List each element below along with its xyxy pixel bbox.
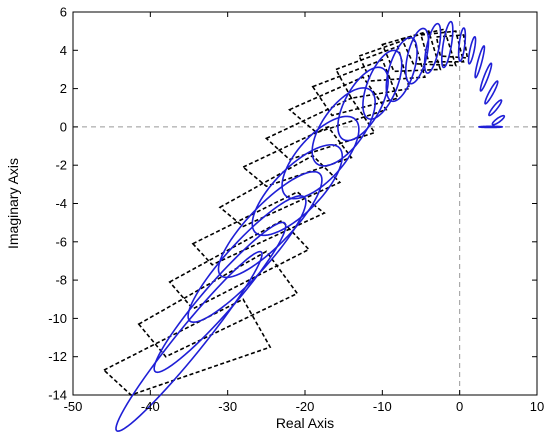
uncertainty-box (288, 76, 388, 134)
pole-ellipse (281, 115, 360, 200)
y-tick-label: 2 (60, 81, 67, 96)
uncertainty-box (311, 58, 399, 117)
uncertainty-box (381, 30, 442, 73)
zero-lines (73, 12, 537, 395)
y-tick-label: 0 (60, 119, 67, 134)
y-tick-label: -10 (48, 311, 67, 326)
y-tick-label: -12 (48, 349, 67, 364)
x-tick-label: 0 (456, 399, 463, 414)
pole-ellipse (474, 45, 486, 79)
uncertainty-box (241, 125, 353, 188)
y-tick-label: -4 (55, 196, 67, 211)
y-tick-label: -14 (48, 388, 67, 403)
x-axis-label: Real Axis (276, 415, 334, 431)
pole-ellipse (467, 35, 477, 65)
uncertainty-box (264, 97, 376, 161)
pole-ellipse (423, 22, 442, 74)
pole-ellipse (440, 20, 454, 69)
pole-ellipse (404, 27, 430, 85)
pole-ellipses (115, 20, 506, 433)
pole-ellipse (115, 250, 263, 433)
x-tick-label: -10 (373, 399, 392, 414)
pole-ellipse (479, 62, 493, 92)
x-tick-label: -30 (218, 399, 237, 414)
pole-ellipse (217, 170, 323, 279)
y-tick-label: -6 (55, 234, 67, 249)
pole-ellipse (477, 125, 504, 129)
pole-ellipse (385, 36, 418, 103)
y-tick-label: -8 (55, 273, 67, 288)
uncertainty-boxes (102, 28, 469, 396)
uncertainty-box (137, 250, 299, 358)
pole-ellipse (457, 27, 467, 62)
uncertainty-box (102, 298, 272, 396)
y-axis-label: Imaginary Axis (5, 158, 21, 249)
pole-ellipse (187, 195, 307, 324)
uncertainty-box (191, 191, 326, 266)
uncertainty-box (168, 219, 311, 310)
y-tick-label: 4 (60, 43, 67, 58)
uncertainty-box (218, 154, 342, 228)
x-tick-label: -20 (296, 399, 315, 414)
uncertainty-box (400, 28, 457, 67)
x-tick-label: -40 (141, 399, 160, 414)
pole-ellipse (311, 87, 376, 167)
pole-ellipse (491, 114, 506, 126)
x-tick-label: 10 (530, 399, 544, 414)
pole-ellipse (484, 80, 499, 105)
pole-ellipse (488, 99, 503, 117)
x-tick-label: -50 (64, 399, 83, 414)
pole-ellipse (337, 66, 389, 142)
y-tick-label: -2 (55, 158, 67, 173)
uncertainty-box (334, 45, 411, 100)
pole-ellipse (362, 49, 403, 120)
pole-ellipse (251, 144, 344, 237)
y-tick-label: 6 (60, 5, 67, 20)
